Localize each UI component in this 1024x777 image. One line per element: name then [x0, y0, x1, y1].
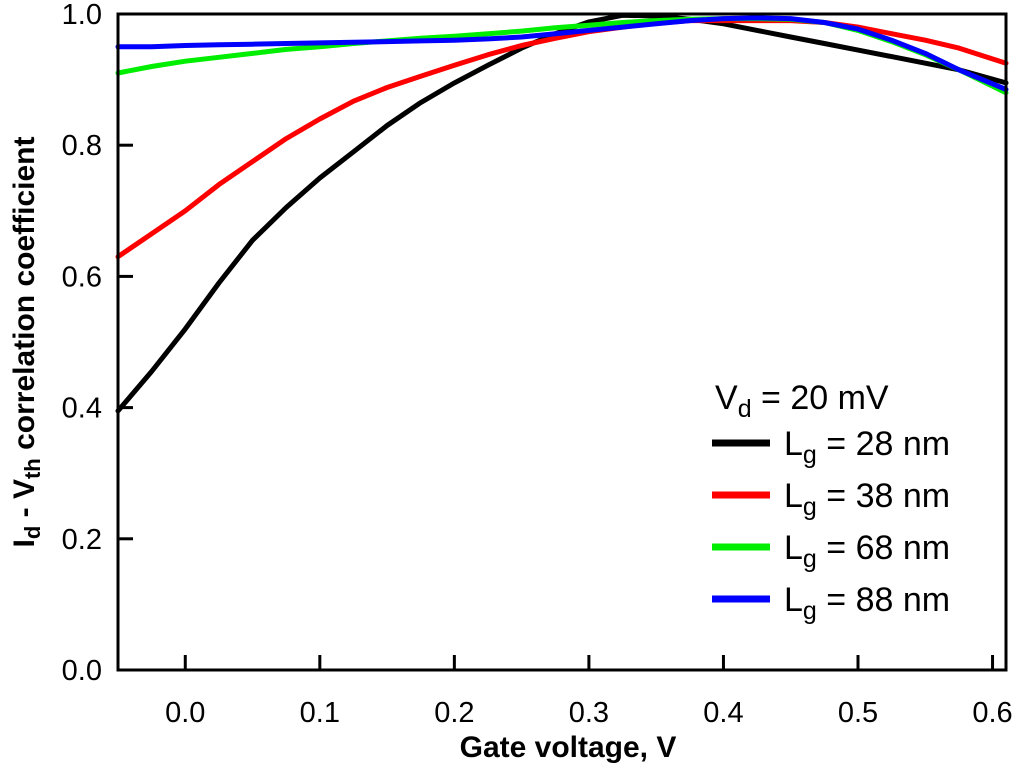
legend-header-rest: = 20 mV — [752, 379, 889, 417]
x-tick-label: 0.4 — [703, 697, 743, 729]
x-tick-label: 0.2 — [434, 697, 474, 729]
x-axis-ticks: 0.0 0.1 0.2 0.3 0.4 0.5 0.6 — [165, 655, 1013, 729]
y-axis-title-sub1: d — [20, 526, 45, 539]
y-axis-title-part1: I — [8, 539, 41, 547]
y-axis-title-part2: - V — [8, 479, 41, 526]
legend-label-3: Lg = 68 nm — [784, 529, 950, 573]
x-tick-label: 0.3 — [569, 697, 609, 729]
y-tick-label: 0.0 — [62, 655, 102, 687]
legend-header-sub: d — [738, 395, 752, 423]
legend-label-2: Lg = 38 nm — [784, 477, 950, 521]
x-tick-label: 0.6 — [972, 697, 1012, 729]
legend-entries: Lg = 28 nm Lg = 38 nm Lg = 68 nm Lg = 88 nm — [712, 425, 950, 625]
legend-label-1: Lg = 28 nm — [784, 425, 950, 469]
y-tick-label: 0.6 — [62, 261, 102, 293]
y-tick-label: 0.2 — [62, 524, 102, 556]
plot-frame — [116, 12, 1008, 672]
legend-header: Vd = 20 mV — [715, 379, 889, 423]
y-axis-title-sub2: th — [20, 458, 45, 479]
y-axis-title: Id - Vth correlation coefficient — [8, 137, 45, 548]
x-tick-label: 0.5 — [838, 697, 878, 729]
x-tick-label: 0.1 — [300, 697, 340, 729]
legend-header-main: V — [715, 379, 738, 417]
plot-lines — [115, 12, 1009, 414]
y-tick-label: 0.4 — [62, 393, 102, 425]
x-tick-label: 0.0 — [165, 697, 205, 729]
y-tick-label: 1.0 — [62, 0, 102, 31]
legend-label-4: Lg = 88 nm — [784, 581, 950, 625]
legend: Vd = 20 mV Lg = 28 nm Lg = 38 nm Lg = 68 n… — [712, 379, 950, 625]
x-axis-title: Gate voltage, V — [460, 731, 677, 764]
y-axis-title-part3: correlation coefficient — [8, 137, 41, 459]
series-line-4 — [115, 15, 1009, 92]
y-tick-label: 0.8 — [62, 130, 102, 162]
y-axis-ticks: 0.0 0.2 0.4 0.6 0.8 1.0 — [62, 0, 133, 687]
series-line-1 — [115, 12, 1009, 414]
